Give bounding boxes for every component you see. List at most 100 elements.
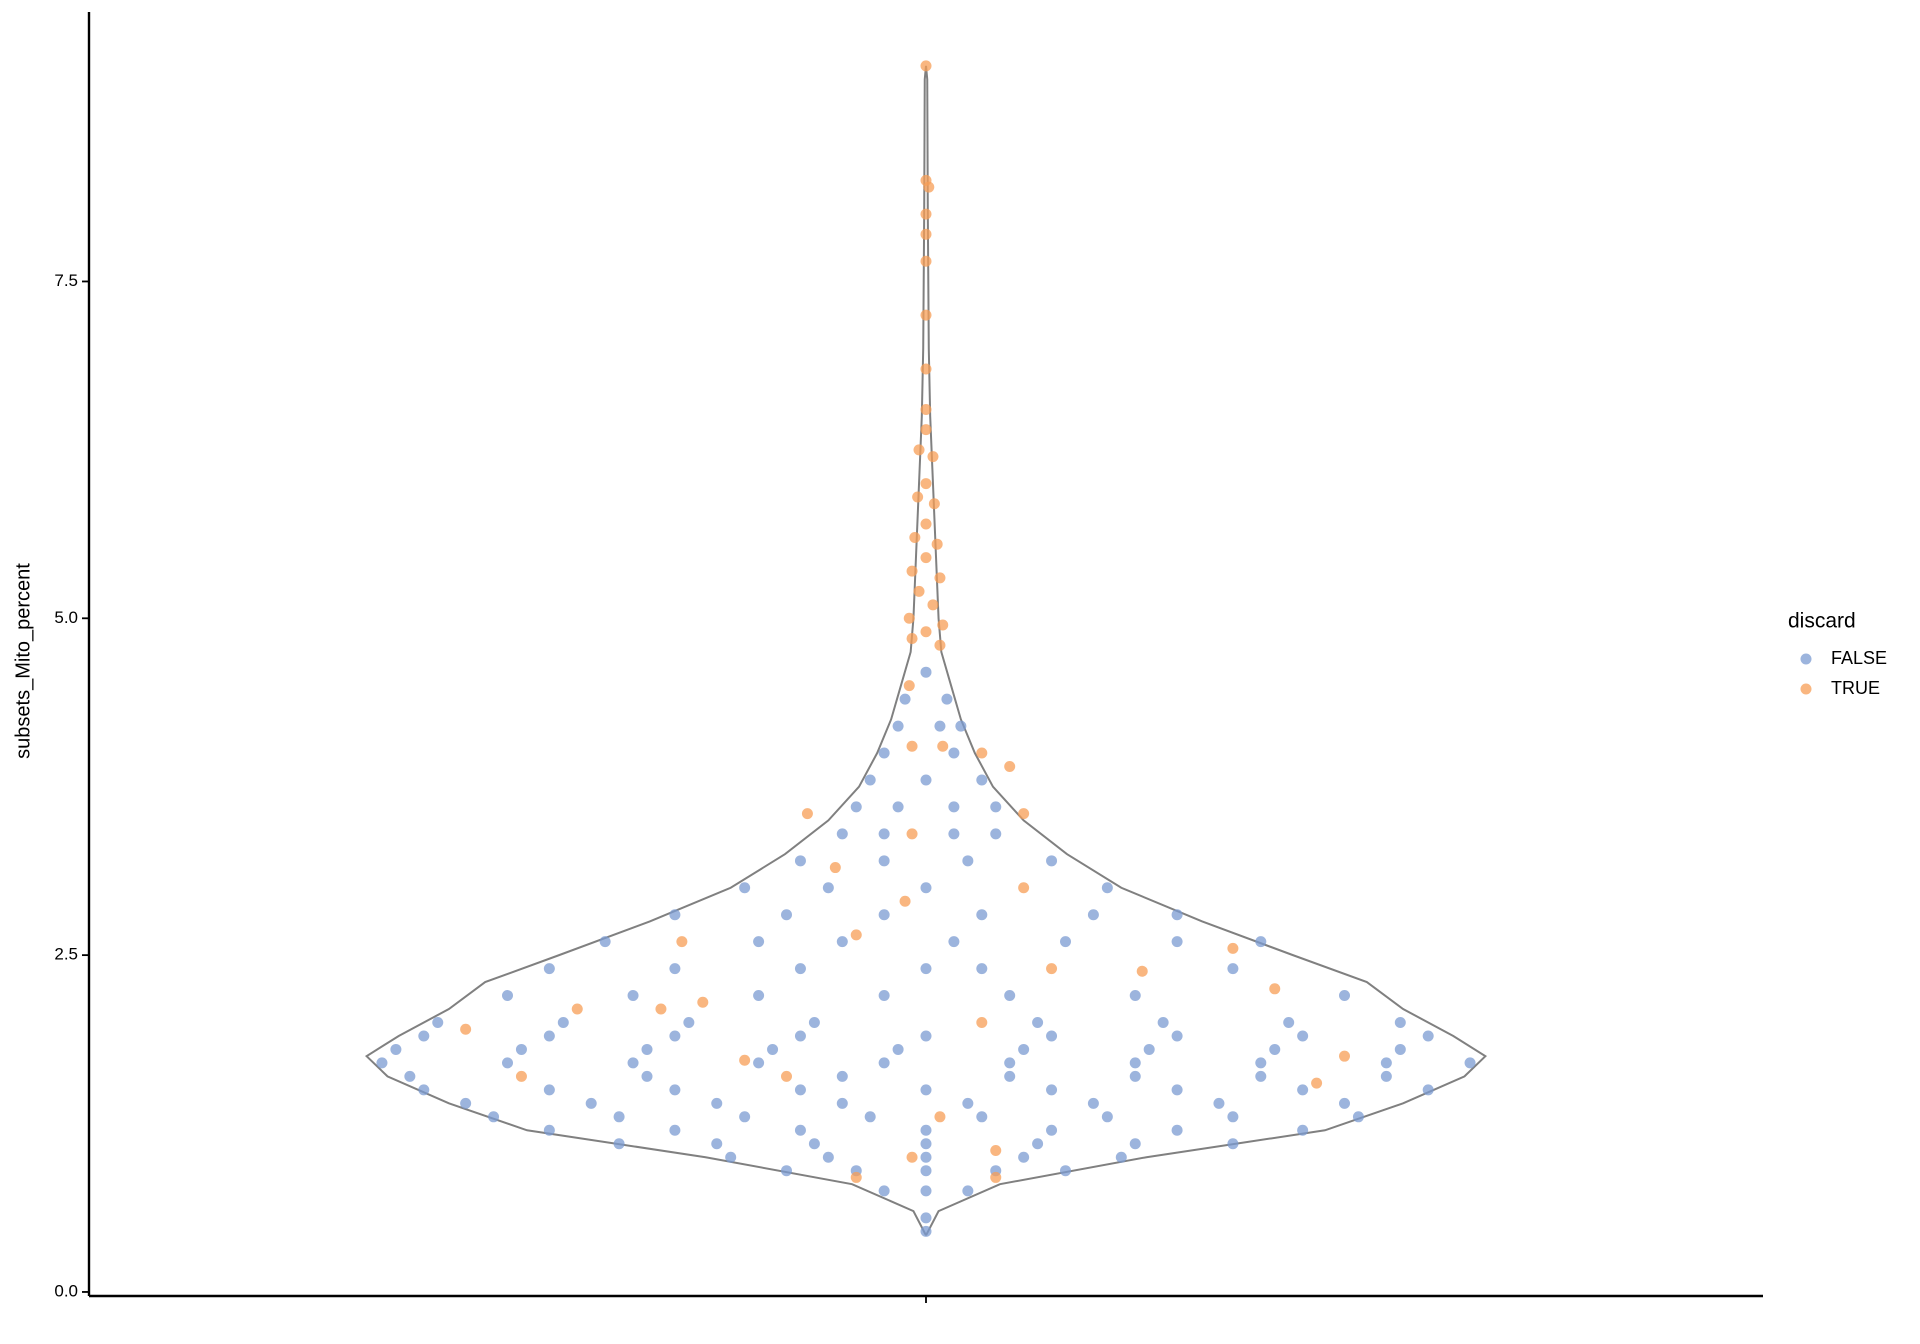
point xyxy=(1101,882,1113,894)
point xyxy=(903,680,915,692)
point xyxy=(515,1043,527,1055)
point xyxy=(515,1070,527,1082)
point xyxy=(676,936,688,948)
point xyxy=(1046,855,1058,867)
point xyxy=(836,1070,848,1082)
point xyxy=(1352,1111,1364,1123)
point xyxy=(1032,1138,1044,1150)
point xyxy=(1046,1030,1058,1042)
point xyxy=(948,747,960,759)
point xyxy=(613,1111,625,1123)
point xyxy=(850,801,862,813)
point xyxy=(808,1016,820,1028)
point xyxy=(878,855,890,867)
point xyxy=(404,1070,416,1082)
point xyxy=(906,1151,918,1163)
point xyxy=(1422,1084,1434,1096)
point xyxy=(418,1030,430,1042)
point xyxy=(794,1124,806,1136)
point xyxy=(899,693,911,705)
point xyxy=(753,1057,765,1069)
point xyxy=(1018,1151,1030,1163)
point xyxy=(920,552,932,564)
point xyxy=(1171,1084,1183,1096)
point xyxy=(920,518,932,530)
point xyxy=(903,612,915,624)
point xyxy=(976,909,988,921)
point xyxy=(927,451,939,463)
point xyxy=(920,208,932,220)
point xyxy=(460,1023,472,1035)
point xyxy=(822,882,834,894)
point xyxy=(1101,1111,1113,1123)
point xyxy=(1171,1124,1183,1136)
point xyxy=(864,1111,876,1123)
point xyxy=(376,1057,388,1069)
point xyxy=(976,774,988,786)
point xyxy=(1339,1097,1350,1109)
point xyxy=(920,1030,932,1042)
legend-title: discard xyxy=(1788,610,1856,633)
point xyxy=(920,363,932,375)
point xyxy=(794,963,806,975)
point xyxy=(1213,1097,1225,1109)
point xyxy=(976,1016,988,1028)
point xyxy=(906,565,918,577)
point xyxy=(488,1111,500,1123)
point xyxy=(1004,761,1016,773)
y-tick-label: 0.0 xyxy=(54,1281,78,1300)
point xyxy=(711,1097,723,1109)
point xyxy=(1004,990,1016,1002)
point xyxy=(934,720,946,732)
point xyxy=(829,862,841,874)
point xyxy=(934,572,946,584)
point xyxy=(920,1138,932,1150)
legend-marker xyxy=(1800,683,1812,695)
point xyxy=(1283,1016,1295,1028)
point xyxy=(878,747,890,759)
point xyxy=(920,774,932,786)
point xyxy=(1171,936,1183,948)
point xyxy=(1032,1016,1044,1028)
point xyxy=(390,1043,402,1055)
point xyxy=(739,1054,751,1066)
point xyxy=(767,1043,779,1055)
point xyxy=(781,1165,792,1177)
point xyxy=(934,639,946,651)
y-tick-label: 2.5 xyxy=(54,945,78,964)
point xyxy=(1255,1070,1267,1082)
point xyxy=(460,1097,472,1109)
point xyxy=(1464,1057,1476,1069)
point xyxy=(906,633,918,645)
point xyxy=(892,801,904,813)
y-tick-label: 5.0 xyxy=(54,608,78,627)
y-axis-title: subsets_Mito_percent xyxy=(12,563,34,759)
point xyxy=(1339,1050,1350,1062)
point xyxy=(627,990,639,1002)
point xyxy=(878,909,890,921)
point xyxy=(913,585,925,597)
point xyxy=(1297,1084,1309,1096)
point xyxy=(669,1084,681,1096)
point xyxy=(1269,1043,1281,1055)
point xyxy=(937,619,949,631)
point xyxy=(850,1171,862,1183)
point xyxy=(1018,1043,1030,1055)
point xyxy=(1227,1111,1239,1123)
point xyxy=(801,808,813,820)
point xyxy=(906,740,918,752)
point xyxy=(920,1165,932,1177)
point xyxy=(543,963,555,975)
point xyxy=(753,990,765,1002)
y-tick-label: 7.5 xyxy=(54,271,78,290)
point xyxy=(1129,1138,1141,1150)
legend-label: FALSE xyxy=(1831,648,1887,668)
point xyxy=(836,828,848,840)
point xyxy=(937,740,949,752)
point xyxy=(920,1225,932,1237)
point xyxy=(920,60,932,72)
point xyxy=(948,801,960,813)
violin-outline xyxy=(364,65,927,1236)
point xyxy=(613,1138,625,1150)
point xyxy=(920,963,932,975)
